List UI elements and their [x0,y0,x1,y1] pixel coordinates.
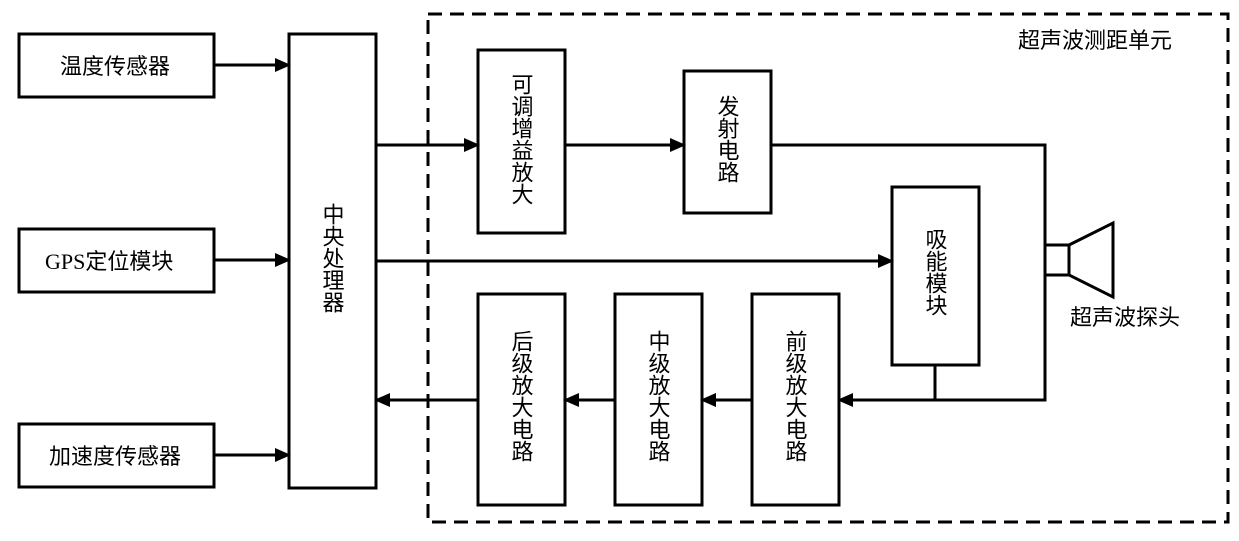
adj-gain-amp-label: 可调增益放大 [509,73,534,205]
temp-sensor-label: 温度传感器 [60,54,170,79]
accel-sensor-label: 加速度传感器 [49,444,181,469]
gps-module-label: GPS定位模块 [45,249,173,274]
ultrasonic-unit-label: 超声波测距单元 [1018,28,1172,53]
tx-circuit-label: 发射电路 [715,95,740,183]
pre-amp-label: 前级放大电路 [783,330,808,462]
post-amp-label: 后级放大电路 [509,330,534,462]
probe-icon [1045,223,1113,297]
probe-label: 超声波探头 [1070,305,1180,330]
energy-absorb-label: 吸能模块 [923,228,948,316]
cpu-label: 中央处理器 [320,203,345,313]
mid-amp-label: 中级放大电路 [646,330,671,462]
